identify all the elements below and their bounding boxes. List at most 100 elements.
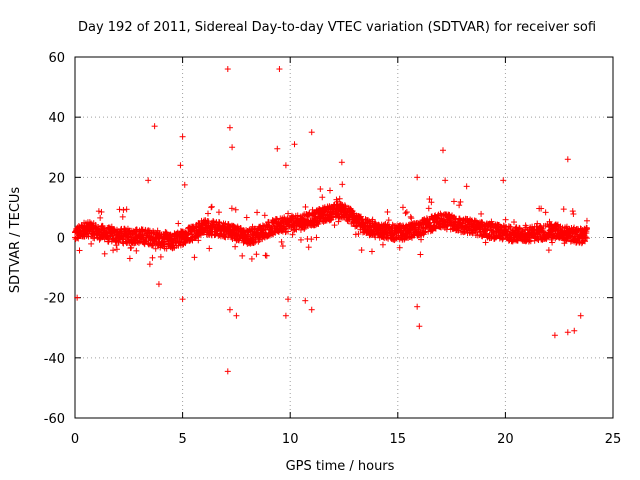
baseline-point — [569, 208, 576, 215]
baseline-point — [570, 210, 577, 217]
y-axis-label: SDTVAR / TECUs — [8, 187, 23, 294]
outlier-point — [308, 306, 315, 313]
outlier-point — [577, 312, 584, 319]
outlier-point — [291, 141, 298, 148]
baseline-point — [261, 212, 268, 219]
outlier-point — [414, 303, 421, 310]
outlier-point — [177, 162, 184, 169]
baseline-point — [146, 261, 153, 268]
outlier-point — [439, 147, 446, 154]
y-tick-label: -60 — [44, 412, 65, 427]
baseline-point — [179, 228, 186, 235]
chart-title: Day 192 of 2011, Sidereal Day-to-day VTE… — [78, 20, 596, 35]
baseline-point — [254, 209, 261, 216]
baseline-point — [511, 219, 518, 226]
baseline-point — [215, 209, 222, 216]
baseline-point — [384, 208, 391, 215]
baseline-point — [305, 244, 312, 251]
baseline-point — [301, 225, 308, 232]
baseline-point — [301, 216, 308, 223]
baseline-point — [210, 218, 217, 225]
baseline-point — [228, 232, 235, 239]
grid — [75, 57, 613, 418]
outlier-point — [442, 177, 449, 184]
x-tick-label: 25 — [605, 432, 622, 447]
baseline-point — [560, 206, 567, 213]
baseline-point — [297, 236, 304, 243]
outlier-point — [274, 145, 281, 152]
baseline-point — [167, 231, 174, 238]
baseline-point — [98, 208, 105, 215]
outlier-point — [302, 297, 309, 304]
baseline-point — [75, 235, 82, 242]
baseline-point — [264, 233, 271, 240]
baseline-point — [549, 239, 556, 246]
baseline-point — [88, 240, 95, 247]
y-tick-label: 40 — [48, 111, 65, 126]
outlier-point — [181, 181, 188, 188]
baseline-point — [457, 198, 464, 205]
baseline-point — [502, 216, 509, 223]
baseline-point — [253, 251, 260, 258]
baseline-point — [157, 242, 164, 249]
baseline-point — [339, 181, 346, 188]
baseline-point — [583, 217, 590, 224]
outlier-point — [416, 323, 423, 330]
baseline-point — [101, 250, 108, 257]
baseline-point — [368, 248, 375, 255]
baseline-point — [246, 227, 253, 234]
baseline-point — [542, 209, 549, 216]
baseline-point — [195, 237, 202, 244]
baseline-point — [123, 206, 130, 213]
baseline-point — [97, 214, 104, 221]
outlier-point — [224, 368, 231, 375]
baseline-point — [191, 254, 198, 261]
baseline-point — [157, 253, 164, 260]
baseline-point — [232, 206, 239, 213]
baseline-point — [120, 206, 127, 213]
baseline-point — [331, 222, 338, 229]
baseline-point — [450, 198, 457, 205]
x-tick-label: 10 — [282, 432, 299, 447]
baseline-point — [478, 210, 485, 217]
y-tick-label: -40 — [44, 352, 65, 367]
y-tick-label: 20 — [48, 171, 65, 186]
baseline-point — [149, 254, 156, 261]
baseline-point — [204, 210, 211, 217]
outlier-point — [463, 183, 470, 190]
x-tick-label: 0 — [71, 432, 79, 447]
outlier-point — [564, 156, 571, 163]
baseline-point — [95, 208, 102, 215]
outlier-point — [179, 296, 186, 303]
baseline-point — [417, 251, 424, 258]
baseline-point — [128, 244, 135, 251]
baseline-point — [278, 238, 285, 245]
baseline-point — [76, 247, 83, 254]
baseline-point — [208, 204, 215, 211]
x-axis-label: GPS time / hours — [286, 459, 395, 474]
baseline-point — [385, 217, 392, 224]
baseline-point — [403, 209, 410, 216]
baseline-point — [110, 247, 117, 254]
baseline-point — [239, 252, 246, 259]
baseline-point — [263, 252, 270, 259]
baseline-point — [327, 187, 334, 194]
baseline-point — [197, 232, 204, 239]
outlier-point — [571, 327, 578, 334]
outlier-point — [308, 129, 315, 136]
baseline-point — [117, 226, 124, 233]
baseline-point — [358, 247, 365, 254]
outlier-point — [226, 306, 233, 313]
scatter-points — [72, 66, 590, 375]
baseline-point — [399, 204, 406, 211]
baseline-point — [126, 255, 133, 262]
outlier-point — [226, 124, 233, 131]
baseline-point — [279, 243, 286, 250]
outlier-point — [276, 66, 283, 73]
baseline-point — [285, 228, 292, 235]
outlier-point — [145, 177, 152, 184]
outlier-point — [282, 312, 289, 319]
baseline-point — [379, 241, 386, 248]
baseline-point — [113, 242, 120, 249]
